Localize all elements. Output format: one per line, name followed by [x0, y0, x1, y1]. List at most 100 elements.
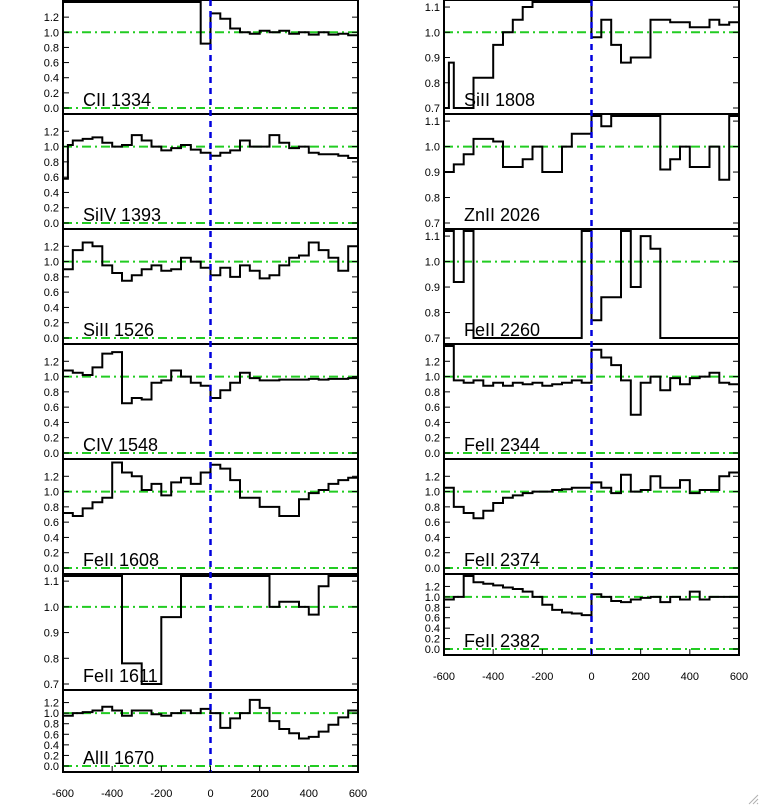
panel-feii-2344: 0.0 0.2 0.4 0.6 0.8 1.0 1.2 FeII 2344 — [425, 343, 740, 460]
spectrum-step-line — [63, 351, 358, 405]
panel-siii-1526: 0.0 0.2 0.4 0.6 0.8 1.0 1.2 SiII 1526 — [44, 228, 359, 345]
y-tick-label: 1.0 — [425, 592, 440, 604]
y-tick-label: 0.7 — [425, 218, 440, 230]
x-tick-label: -600 — [52, 788, 74, 800]
y-tick-label: 0.8 — [425, 602, 440, 614]
y-tick-label: 0.8 — [44, 719, 59, 731]
x-tick-label: 400 — [300, 788, 318, 800]
y-tick-label: 0.2 — [44, 88, 59, 100]
x-tick-label: 400 — [681, 671, 699, 683]
y-tick-label: 1.1 — [425, 2, 440, 14]
y-tick-label: 0.4 — [425, 623, 440, 635]
y-tick-label: 0.4 — [44, 73, 59, 85]
y-tick-label: 0.8 — [425, 78, 440, 90]
spectrum-step-line — [63, 241, 358, 282]
panel-civ-1548: 0.0 0.2 0.4 0.6 0.8 1.0 1.2 CIV 1548 — [44, 343, 359, 460]
y-tick-label: 1.0 — [425, 372, 440, 384]
y-tick-label: 0.2 — [44, 203, 59, 215]
y-tick-label: 0.7 — [425, 103, 440, 115]
y-tick-label: 1.0 — [425, 142, 440, 154]
panel-siii-1808: 0.7 0.8 0.9 1.0 1.1 SiII 1808 — [425, 0, 740, 115]
panel-siiv-1393: 0.0 0.2 0.4 0.6 0.8 1.0 1.2 SiIV 1393 — [44, 113, 359, 230]
y-tick-label: 0.4 — [44, 532, 59, 544]
y-tick-label: 0.8 — [425, 308, 440, 320]
y-tick-label: 0.2 — [44, 318, 59, 330]
y-tick-label: 0.2 — [44, 750, 59, 762]
x-tick-label: -600 — [433, 671, 455, 683]
y-tick-label: 1.0 — [425, 27, 440, 39]
y-tick-label: 0.4 — [44, 187, 59, 199]
x-tick-label: -400 — [101, 788, 123, 800]
y-tick-label: 1.0 — [425, 257, 440, 269]
spectrum-step-line — [444, 230, 739, 339]
y-tick-label: 0.8 — [425, 502, 440, 514]
y-tick-label: 0.9 — [44, 628, 59, 640]
y-tick-label: 0.0 — [44, 563, 59, 575]
y-tick-label: 0.6 — [44, 729, 59, 741]
x-tick-label: -400 — [482, 671, 504, 683]
spectrum-step-line — [63, 1, 358, 45]
y-tick-label: 0.8 — [44, 157, 59, 169]
y-tick-label: 0.4 — [425, 532, 440, 544]
y-tick-label: 1.2 — [425, 581, 440, 593]
right-column-panels: 0.7 0.8 0.9 1.0 1.1 SiII 1808 0.7 0.8 0.9 1.0 1.1 Z… — [425, 0, 748, 683]
ion-label: SiII 1526 — [83, 320, 154, 340]
y-tick-label: 0.0 — [44, 103, 59, 115]
panel-feii-2260: 0.7 0.8 0.9 1.0 1.1 FeII 2260 — [425, 228, 740, 345]
y-tick-label: 1.2 — [44, 126, 59, 138]
y-tick-label: 0.2 — [44, 548, 59, 560]
ion-label: SiIV 1393 — [83, 205, 161, 225]
y-tick-label: 0.6 — [425, 402, 440, 414]
ion-label: AlII 1670 — [83, 748, 154, 768]
spectrum-step-line — [63, 575, 358, 685]
y-tick-label: 0.7 — [44, 679, 59, 691]
y-tick-label: 1.2 — [44, 698, 59, 710]
panel-znii-2026: 0.7 0.8 0.9 1.0 1.1 ZnII 2026 — [425, 113, 740, 230]
y-tick-label: 1.0 — [44, 487, 59, 499]
ion-label: FeII 2344 — [464, 435, 540, 455]
y-tick-label: 1.0 — [44, 372, 59, 384]
y-tick-label: 0.2 — [425, 548, 440, 560]
x-tick-label: 200 — [631, 671, 649, 683]
y-tick-label: 1.1 — [425, 231, 440, 243]
spectrum-step-line — [63, 461, 358, 517]
spectrum-step-line — [63, 134, 358, 180]
panel-feii-1608: 0.0 0.2 0.4 0.6 0.8 1.0 1.2 FeII 1608 — [44, 458, 359, 575]
x-tick-label: 200 — [250, 788, 268, 800]
y-tick-label: 1.0 — [44, 708, 59, 720]
y-tick-label: 0.6 — [44, 287, 59, 299]
y-tick-label: 0.9 — [425, 167, 440, 179]
y-tick-label: 0.8 — [44, 502, 59, 514]
y-tick-label: 0.0 — [44, 761, 59, 773]
y-tick-label: 0.6 — [44, 58, 59, 70]
panel-feii-1611: 0.7 0.8 0.9 1.0 1.1 FeII 1611 — [44, 573, 359, 691]
x-tick-label: 0 — [588, 671, 594, 683]
y-tick-label: 0.6 — [425, 613, 440, 625]
x-tick-label: 600 — [349, 788, 367, 800]
y-tick-label: 0.6 — [44, 517, 59, 529]
y-tick-label: 1.0 — [44, 602, 59, 614]
y-tick-label: 1.2 — [425, 356, 440, 368]
resize-grip-icon[interactable] — [747, 793, 759, 805]
panel-feii-2382: 0.00.20.40.60.81.01.2 FeII 2382 — [425, 573, 740, 656]
x-tick-label: 600 — [730, 671, 748, 683]
y-tick-label: 1.2 — [44, 241, 59, 253]
y-tick-label: 0.8 — [425, 387, 440, 399]
y-tick-label: 0.9 — [425, 53, 440, 65]
y-tick-label: 0.2 — [425, 634, 440, 646]
y-tick-label: 0.0 — [425, 644, 440, 656]
y-tick-label: 0.6 — [44, 172, 59, 184]
y-tick-label: 1.2 — [425, 471, 440, 483]
y-tick-label: 0.0 — [425, 563, 440, 575]
ion-label: CIV 1548 — [83, 435, 158, 455]
y-tick-label: 0.0 — [44, 333, 59, 345]
y-tick-label: 0.4 — [44, 417, 59, 429]
ion-label: ZnII 2026 — [464, 205, 540, 225]
x-tick-label: -200 — [531, 671, 553, 683]
y-tick-label: 0.0 — [425, 448, 440, 460]
ion-label: FeII 1611 — [83, 666, 158, 686]
ion-label: FeII 2374 — [464, 550, 540, 570]
y-tick-label: 1.2 — [44, 356, 59, 368]
panel-alii-1670: 0.00.20.40.60.81.01.2 AlII 1670 — [44, 689, 359, 773]
